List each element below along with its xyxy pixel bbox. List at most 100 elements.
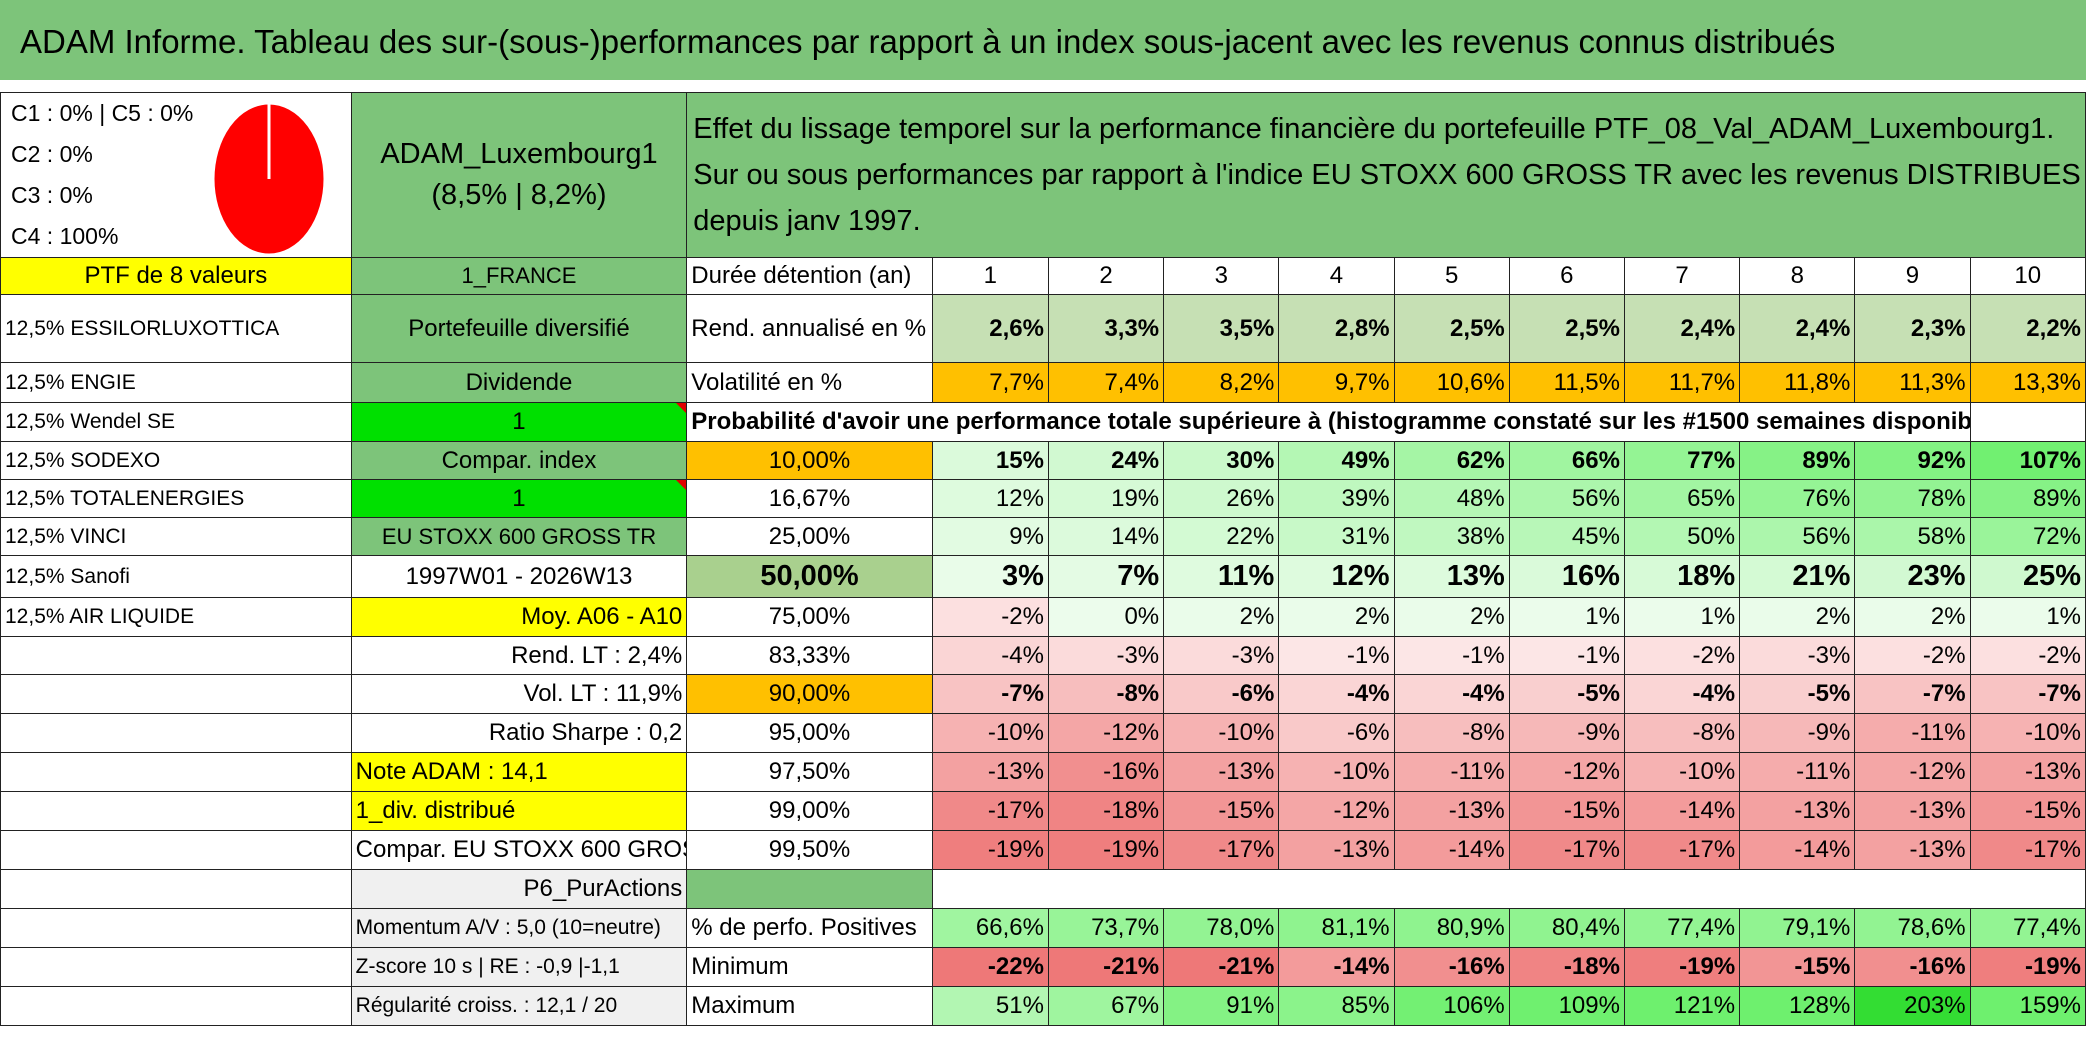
value-cell: 8,2% <box>1163 362 1280 403</box>
empty-cell <box>0 986 352 1026</box>
value-cell: 58% <box>1854 517 1971 556</box>
holding-item: 12,5% ESSILORLUXOTTICA <box>0 294 352 363</box>
value-cell: 65% <box>1623 479 1741 518</box>
value-cell: 159% <box>1969 986 2086 1026</box>
value-cell: -7% <box>1969 674 2086 714</box>
value-cell: 81,1% <box>1278 908 1395 948</box>
value-cell: -2% <box>1969 636 2086 675</box>
compar-value-input[interactable]: 1 <box>350 479 688 518</box>
value-cell: 11,3% <box>1854 362 1971 403</box>
value-cell: 203% <box>1854 986 1971 1026</box>
value-cell: -13% <box>1163 752 1280 792</box>
value-cell: -8% <box>1393 713 1510 753</box>
holding-item: 12,5% VINCI <box>0 517 352 556</box>
value-cell: 78% <box>1854 479 1971 518</box>
value-cell: 2% <box>1393 597 1510 637</box>
compar-label: Compar. index <box>350 441 688 480</box>
value-cell: 11,8% <box>1739 362 1856 403</box>
quantile-label: 99,00% <box>686 791 933 831</box>
value-cell: 2% <box>1854 597 1971 637</box>
quantile-label: 90,00% <box>686 674 933 714</box>
value-cell: -10% <box>1623 752 1741 792</box>
value-cell: 78,0% <box>1163 908 1280 948</box>
value-cell: -11% <box>1393 752 1510 792</box>
holding-item: 12,5% TOTALENERGIES <box>0 479 352 518</box>
value-cell: 73,7% <box>1047 908 1165 948</box>
holding-item: 12,5% ENGIE <box>0 362 352 403</box>
description: Effet du lissage temporel sur la perform… <box>686 92 2086 258</box>
year-col: 6 <box>1508 257 1625 295</box>
value-cell: -14% <box>1278 947 1395 987</box>
value-cell: 51% <box>931 986 1049 1026</box>
class-legend-c3: C3 : 0% <box>11 182 93 208</box>
quantile-label: 16,67% <box>686 479 933 518</box>
value-cell: -15% <box>1739 947 1856 987</box>
value-cell: 89% <box>1739 441 1856 480</box>
value-cell: -10% <box>1278 752 1395 792</box>
value-cell: 30% <box>1163 441 1280 480</box>
value-cell: 9,7% <box>1278 362 1395 403</box>
holding-item: 12,5% Wendel SE <box>0 402 352 442</box>
value-cell: 7% <box>1047 555 1165 598</box>
quantile-label: 75,00% <box>686 597 933 637</box>
value-cell: -4% <box>1278 674 1395 714</box>
ptf-label: PTF de 8 valeurs <box>0 257 352 295</box>
value-cell: -8% <box>1047 674 1165 714</box>
value-cell: 1% <box>1508 597 1625 637</box>
value-cell: -12% <box>1854 752 1971 792</box>
value-cell: -1% <box>1508 636 1625 675</box>
value-cell: -15% <box>1508 791 1625 831</box>
value-cell: 14% <box>1047 517 1165 556</box>
value-cell: 62% <box>1393 441 1510 480</box>
value-cell: -13% <box>1854 791 1971 831</box>
compar-full: Compar. EU STOXX 600 GROSS TR <box>350 830 688 870</box>
year-col: 3 <box>1163 257 1280 295</box>
value-cell: 79,1% <box>1739 908 1856 948</box>
quantile-label: 83,33% <box>686 636 933 675</box>
dividend-value-input[interactable]: 1 <box>350 402 688 442</box>
value-cell: 109% <box>1508 986 1625 1026</box>
value-cell: -15% <box>1163 791 1280 831</box>
sharpe-ratio: Ratio Sharpe : 0,2 <box>350 713 688 753</box>
value-cell: 76% <box>1739 479 1856 518</box>
value-cell: 2% <box>1278 597 1395 637</box>
value-cell: -21% <box>1047 947 1165 987</box>
value-cell: 66,6% <box>931 908 1049 948</box>
value-cell: -2% <box>1623 636 1741 675</box>
momentum: Momentum A/V : 5,0 (10=neutre) <box>350 908 688 948</box>
value-cell: 12% <box>931 479 1049 518</box>
value-cell: -9% <box>1508 713 1625 753</box>
value-cell: -19% <box>1969 947 2086 987</box>
value-cell: -21% <box>1163 947 1280 987</box>
fund-cell: ADAM_Luxembourg1 (8,5% | 8,2%) <box>350 92 688 258</box>
value-cell: 2% <box>1163 597 1280 637</box>
value-cell: 25% <box>1969 555 2086 598</box>
value-cell: -11% <box>1739 752 1856 792</box>
value-cell: -3% <box>1047 636 1165 675</box>
regularite: Régularité croiss. : 12,1 / 20 <box>350 986 688 1026</box>
value-cell: 2,5% <box>1508 294 1625 363</box>
dividend-label: Dividende <box>350 362 688 403</box>
value-cell: -18% <box>1508 947 1625 987</box>
value-cell: -12% <box>1278 791 1395 831</box>
value-cell: -17% <box>1969 830 2086 870</box>
value-cell: 13,3% <box>1969 362 2086 403</box>
value-cell: 19% <box>1047 479 1165 518</box>
year-col: 1 <box>931 257 1049 295</box>
quantile-label: 25,00% <box>686 517 933 556</box>
adam-note: Note ADAM : 14,1 <box>350 752 688 792</box>
year-col: 7 <box>1623 257 1741 295</box>
value-cell: -15% <box>1969 791 2086 831</box>
value-cell: -19% <box>1047 830 1165 870</box>
value-cell: 10,6% <box>1393 362 1510 403</box>
empty-cell <box>0 791 352 831</box>
value-cell: -16% <box>1047 752 1165 792</box>
value-cell: 7,4% <box>1047 362 1165 403</box>
value-cell: 1% <box>1969 597 2086 637</box>
value-cell: -17% <box>1623 830 1741 870</box>
value-cell: 1% <box>1623 597 1741 637</box>
empty-cell <box>0 636 352 675</box>
value-cell: -12% <box>1047 713 1165 753</box>
value-cell: 3% <box>931 555 1049 598</box>
value-cell: -17% <box>1163 830 1280 870</box>
